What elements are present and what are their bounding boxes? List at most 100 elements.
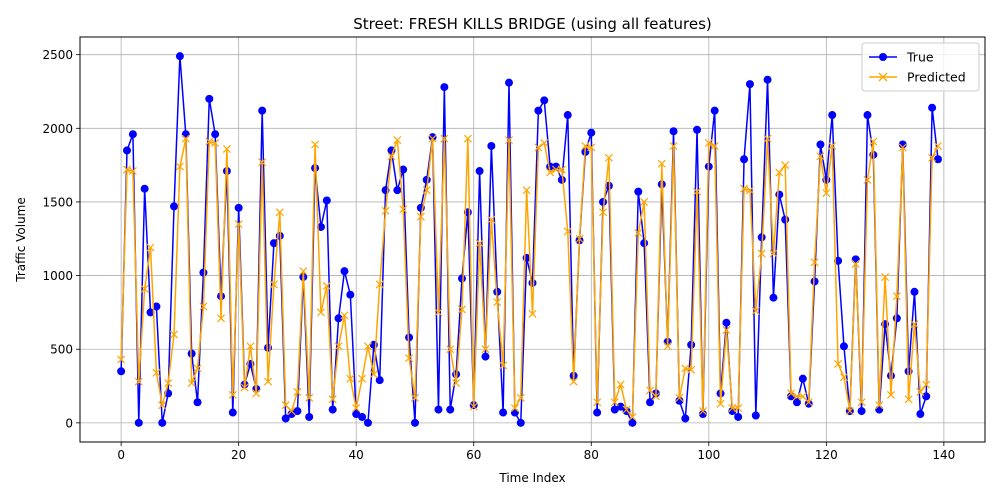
data-point-predicted	[904, 395, 913, 404]
y-tick-label: 500	[50, 343, 73, 357]
data-point-true	[839, 342, 848, 351]
data-point-true	[557, 175, 566, 184]
data-point-true	[175, 52, 184, 61]
data-point-predicted	[540, 139, 549, 148]
tick-layer: 0 20 40 60 80 100 120 140 0 500 1000 1500 2000 2500	[42, 48, 955, 462]
x-tick-label: 100	[697, 448, 720, 462]
data-point-predicted	[522, 186, 531, 195]
data-point-predicted	[857, 398, 866, 407]
data-point-predicted	[375, 280, 384, 289]
data-point-predicted	[258, 158, 267, 167]
data-point-predicted	[122, 165, 132, 174]
data-point-true	[363, 418, 372, 427]
data-point-true	[211, 130, 220, 139]
data-point-predicted	[716, 399, 725, 408]
data-point-true	[140, 184, 149, 193]
data-point-predicted	[822, 189, 831, 198]
data-point-true	[481, 352, 490, 361]
data-point-true	[628, 418, 637, 427]
data-point-predicted	[834, 359, 843, 368]
data-point-true	[346, 290, 355, 299]
data-point-true	[916, 410, 925, 419]
data-point-true	[440, 83, 449, 92]
data-point-true	[646, 398, 655, 407]
data-point-true	[698, 410, 707, 419]
data-point-true	[593, 408, 602, 417]
data-point-predicted	[681, 364, 690, 373]
data-point-true	[152, 302, 161, 311]
data-point-true	[587, 128, 596, 137]
data-point-predicted	[152, 368, 161, 377]
legend-label-predicted: Predicted	[907, 70, 966, 85]
data-point-true	[305, 412, 314, 421]
data-point-predicted	[293, 387, 302, 396]
data-point-predicted	[352, 404, 361, 413]
data-point-true	[410, 418, 419, 427]
data-point-true	[534, 106, 543, 115]
data-point-true	[134, 418, 143, 427]
data-point-predicted	[828, 141, 837, 151]
data-point-predicted	[369, 370, 378, 379]
legend-marker-true	[879, 53, 887, 61]
data-point-true	[457, 274, 466, 283]
data-point-true	[933, 155, 942, 164]
data-point-predicted	[816, 152, 825, 161]
data-point-true	[751, 411, 760, 420]
data-point-true	[710, 106, 719, 115]
data-point-true	[328, 405, 337, 414]
data-point-predicted	[199, 302, 208, 311]
data-point-predicted	[481, 345, 490, 354]
data-point-predicted	[358, 374, 367, 383]
data-point-predicted	[557, 165, 566, 174]
data-point-predicted	[440, 134, 449, 143]
data-point-predicted	[252, 389, 261, 398]
data-point-true	[775, 190, 784, 199]
y-tick-label: 2000	[42, 122, 73, 136]
data-point-predicted	[687, 365, 696, 374]
data-point-true	[393, 186, 402, 195]
data-point-predicted	[211, 139, 220, 148]
series-layer	[117, 52, 943, 427]
data-point-predicted	[269, 280, 278, 289]
data-point-predicted	[710, 141, 719, 151]
data-point-predicted	[886, 390, 895, 399]
data-point-true	[892, 314, 901, 323]
data-point-true	[810, 277, 819, 286]
data-point-predicted	[622, 405, 631, 414]
data-point-predicted	[322, 281, 331, 290]
data-point-predicted	[510, 404, 519, 413]
data-point-predicted	[763, 134, 772, 143]
data-point-predicted	[158, 401, 167, 410]
x-tick-label: 120	[815, 448, 838, 462]
data-point-predicted	[234, 220, 243, 229]
data-point-predicted	[493, 298, 502, 307]
data-point-true	[205, 94, 214, 103]
data-point-true	[928, 103, 937, 112]
data-point-true	[728, 407, 737, 416]
data-point-true	[269, 239, 278, 248]
data-point-predicted	[869, 137, 878, 146]
x-tick-label: 40	[349, 448, 364, 462]
data-point-true	[146, 308, 155, 317]
data-point-predicted	[810, 258, 819, 267]
x-tick-label: 80	[584, 448, 599, 462]
data-point-predicted	[316, 308, 325, 317]
data-point-true	[181, 130, 190, 139]
data-point-predicted	[757, 249, 766, 258]
data-point-predicted	[933, 141, 943, 151]
data-point-true	[528, 278, 537, 287]
data-point-predicted	[634, 228, 643, 237]
data-point-true	[740, 155, 749, 164]
series-line-predicted	[120, 137, 939, 418]
data-point-true	[499, 408, 508, 417]
data-point-true	[358, 412, 367, 421]
data-point-predicted	[410, 393, 419, 402]
chart-title: Street: FRESH KILLS BRIDGE (using all fe…	[353, 15, 712, 33]
data-point-true	[405, 333, 414, 342]
data-point-predicted	[598, 208, 608, 217]
data-point-predicted	[499, 361, 508, 370]
data-point-true	[734, 412, 743, 421]
data-point-true	[475, 167, 484, 176]
data-point-predicted	[651, 392, 660, 401]
